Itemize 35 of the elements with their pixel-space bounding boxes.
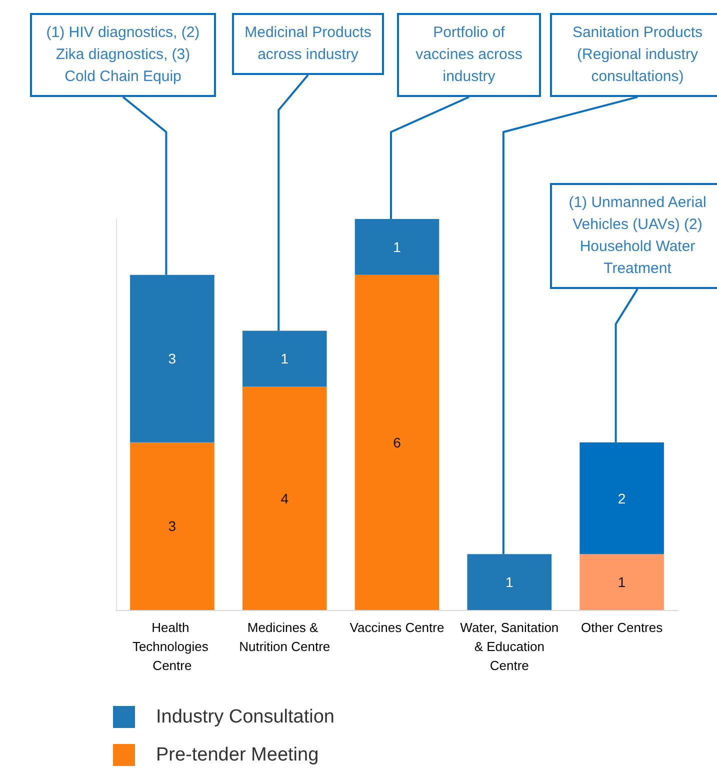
data-label: 6 <box>393 434 402 450</box>
data-label: 2 <box>618 490 626 506</box>
x-tick-label: Water, Sanitation & Education Centre <box>460 620 559 673</box>
bar <box>580 554 664 610</box>
bar <box>242 386 327 610</box>
bar <box>467 554 552 610</box>
callout-box: Medicinal Products across industry <box>232 13 384 75</box>
annotation: (1) HIV diagnostics, (2) Zika diagnostics, (3) Cold Chain Equip <box>45 23 201 87</box>
annotation: Medicinal Products across industry <box>244 23 372 65</box>
data-label: 1 <box>280 350 289 367</box>
bar <box>130 442 214 610</box>
data-label: 1 <box>506 574 514 590</box>
x-tick-label: Vaccines Centre <box>350 620 444 635</box>
callout-box: (1) Unmanned Aerial Vehicles (UAVs) (2) Household Water Treatment <box>550 183 717 289</box>
x-tick-label: Medicines & Nutrition Centre <box>239 620 330 654</box>
bar <box>242 330 327 387</box>
callout-box: Sanitation Products (Regional industry consultations) <box>550 13 717 97</box>
x-tick-label: Other Centres <box>580 620 664 635</box>
callout-box: Portfolio of vaccines across industry <box>397 13 541 97</box>
legend-label: Pre-tender Meeting <box>156 744 319 766</box>
annotation: Portfolio of vaccines across industry <box>414 23 524 87</box>
bar <box>580 442 664 554</box>
data-label: 4 <box>280 490 289 506</box>
data-label: 1 <box>618 574 626 590</box>
legend-label: Industry Consultation <box>156 706 334 728</box>
bar <box>354 219 440 275</box>
data-label: 1 <box>393 238 402 255</box>
bar <box>130 274 214 442</box>
annotation: (1) Unmanned Aerial Vehicles (UAVs) (2) Household Water Treatment <box>568 193 708 279</box>
data-label: 3 <box>168 350 176 367</box>
annotation: Sanitation Products (Regional industry consultations) <box>571 23 704 87</box>
callout-box: (1) HIV diagnostics, (2) Zika diagnostics, (3) Cold Chain Equip <box>30 13 216 97</box>
data-label: 3 <box>168 518 176 534</box>
x-tick-label: Health Technologies Centre <box>132 620 212 673</box>
bar <box>354 274 440 610</box>
